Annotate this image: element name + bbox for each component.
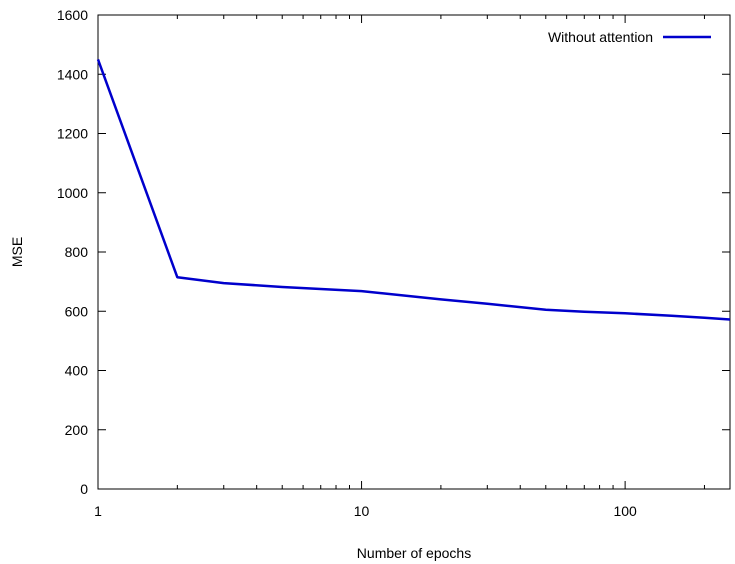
axis-ticks (97, 14, 730, 490)
y-tick-label: 600 (65, 303, 89, 319)
series-group (96, 58, 731, 321)
x-axis-title: Number of epochs (357, 545, 471, 561)
x-tick-label: 10 (354, 503, 370, 519)
series-line (96, 58, 731, 321)
plot-frame (97, 14, 731, 490)
y-tick-label: 200 (65, 422, 89, 438)
tick-labels: 0 200 400 600 800 1000 1200 1400 1600 1 10 100 (57, 7, 637, 519)
y-tick-label: 1000 (57, 185, 88, 201)
x-tick-label: 100 (613, 503, 637, 519)
legend-label: Without attention (548, 29, 653, 45)
y-axis-title: MSE (9, 237, 25, 267)
y-tick-label: 1200 (57, 126, 88, 142)
y-tick-label: 0 (80, 481, 88, 497)
y-tick-label: 800 (65, 244, 89, 260)
legend: Without attention (548, 29, 711, 45)
y-tick-label: 400 (65, 363, 89, 379)
y-tick-label: 1400 (57, 66, 88, 82)
x-tick-label: 1 (94, 503, 102, 519)
y-tick-label: 1600 (57, 7, 88, 23)
